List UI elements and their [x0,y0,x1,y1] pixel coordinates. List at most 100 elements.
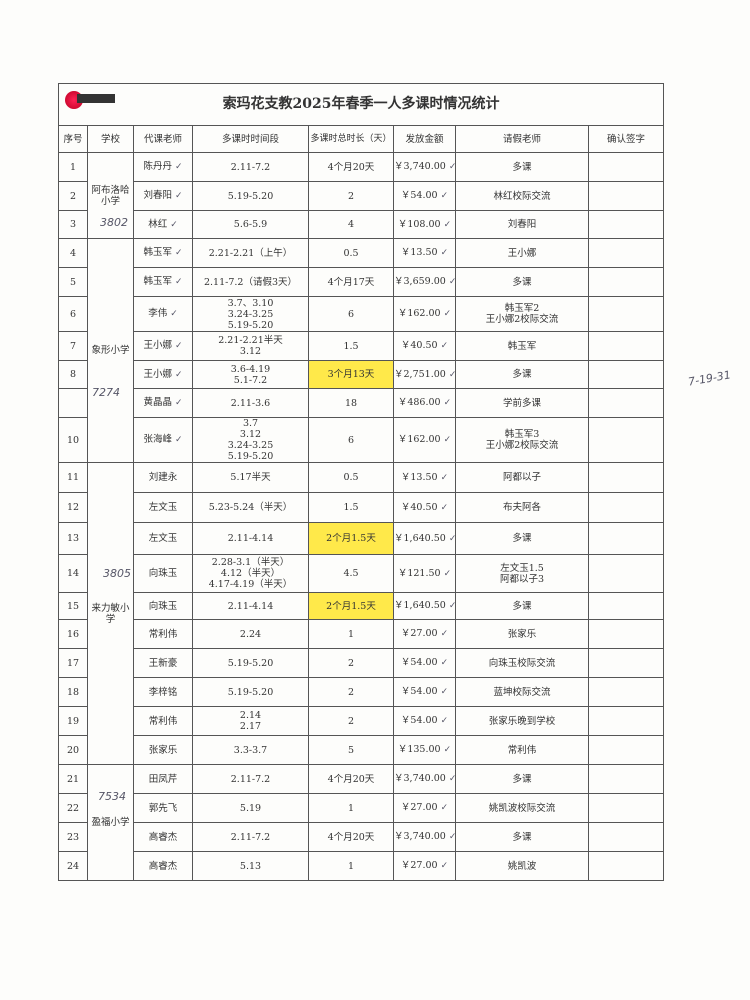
cell-signature[interactable] [587,417,665,463]
cell-duration-text: 2个月1.5天 [326,533,376,544]
cell-signature[interactable] [587,492,665,523]
cell-duration-text: 4.5 [343,568,359,579]
cell-no: 10 [58,417,88,463]
cell-signature[interactable] [587,388,665,418]
header-sign: 确认签字 [587,125,665,153]
cell-no-text: 16 [66,628,80,640]
cell-signature[interactable] [587,735,665,765]
check-mark-icon: ✓ [448,162,457,172]
cell-signature[interactable] [587,462,665,493]
cell-duration-text: 3个月13天 [327,369,375,380]
cell-teacher-text: 陈丹丹 [143,161,172,172]
cell-signature[interactable] [587,554,665,593]
cell-duration-text: 6 [347,434,355,446]
table-row: 20 张家乐 3.3-3.7 5 ￥135.00 ✓ 常利伟 [58,735,665,765]
table-row: 1 阿布洛哈小学 陈丹丹 ✓ 2.11-7.2 4个月20天 ￥3,740.00 ✓ 多课 [58,152,665,239]
check-mark-icon: ✓ [448,832,457,842]
cell-signature[interactable] [587,331,665,361]
cell-no: 23 [58,822,88,852]
cell-duration: 1.5 [308,492,394,523]
cell-duration-text: 4 [347,219,355,230]
cell-signature[interactable] [587,152,665,182]
cell-period-text: 2.11-3.6 [230,397,271,409]
cell-period: 2.24 [192,619,309,649]
cell-teacher: 张海峰 ✓ [133,417,193,463]
cell-signature[interactable] [587,522,665,555]
cell-teacher: 刘建永 [133,462,193,493]
cell-no: 14 [58,554,88,593]
cell-leave-text: 布夫阿各 [502,502,541,513]
cell-amount-text: ￥54.00 [400,686,438,697]
cell-amount: ￥1,640.50 ✓ [393,592,456,620]
cell-duration-text: 18 [344,397,358,409]
cell-teacher-text: 李伟 [148,308,168,319]
check-mark-icon: ✓ [448,774,457,784]
cell-no-text: 24 [66,860,80,872]
check-mark-icon: ✓ [170,309,178,319]
cell-teacher-text: 田凤芹 [148,773,178,785]
cell-signature[interactable] [587,592,665,620]
cell-no-text: 7 [69,340,77,352]
cell-leave: 多课 [455,522,589,555]
cell-signature[interactable] [587,360,665,389]
check-mark-icon: ✓ [443,435,452,445]
cell-no-text: 18 [66,686,80,698]
cell-no-text: 20 [66,744,80,756]
cell-leave-text: 张家乐 [507,628,537,640]
cell-duration-text: 4个月17天 [327,276,375,288]
handwritten-note: 3802 [100,216,128,229]
cell-signature[interactable] [587,296,665,332]
cell-signature[interactable] [587,648,665,678]
cell-period: 5.19-5.20 [192,181,309,211]
cell-period-text: 5.19-5.20 [227,657,274,669]
cell-period-text: 2.11-7.2 [230,161,271,173]
cell-leave-text: 学前多课 [502,397,541,409]
cell-signature[interactable] [587,619,665,649]
cell-signature[interactable] [587,267,665,297]
cell-signature[interactable] [587,706,665,736]
cell-period-text: 5.19 [239,802,262,814]
cell-period-text: 2.11-7.2（请假3天） [203,276,297,288]
cell-leave: 刘春阳 [455,210,589,239]
cell-teacher-text: 张家乐 [148,744,178,756]
cell-duration: 5 [308,735,394,765]
cell-leave-text: 多课 [512,533,532,544]
cell-signature[interactable] [587,181,665,211]
cell-signature[interactable] [587,822,665,852]
cell-period: 5.19-5.20 [192,677,309,707]
cell-no: 5 [58,267,88,297]
cell-no: 11 [58,462,88,493]
cell-no: 21 [58,764,88,794]
cell-leave-text: 林红校际交流 [493,190,551,202]
cell-amount-text: ￥27.00 [400,628,438,639]
cell-signature[interactable] [587,238,665,268]
cell-amount-text: ￥27.00 [400,802,438,813]
cell-period-text: 5.17半天 [230,472,271,483]
cell-no-text: 22 [66,802,80,814]
cell-duration: 4.5 [308,554,394,593]
cell-leave: 多课 [455,592,589,620]
cell-signature[interactable] [587,764,665,794]
cell-signature[interactable] [587,851,665,881]
cell-leave-text: 王小娜 [507,247,537,259]
cell-teacher: 陈丹丹 ✓ [133,152,193,182]
cell-duration: 3个月13天 [308,360,394,389]
cell-leave: 多课 [455,822,589,852]
cell-amount-text: ￥486.00 [397,397,441,408]
cell-leave: 姚凯波 [455,851,589,881]
cell-signature[interactable] [587,210,665,239]
cell-leave-text: 姚凯波校际交流 [488,802,556,814]
cell-leave: 韩玉军 [455,331,589,361]
cell-amount: ￥40.50 ✓ [393,331,456,361]
cell-signature[interactable] [587,677,665,707]
cell-duration: 0.5 [308,238,394,268]
check-mark-icon: ✓ [174,277,183,287]
table-row: 8 王小娜 ✓ 3.6-4.19 5.1-7.2 3个月13天 ￥2,751.00 ✓ 多课 [58,360,665,389]
header-teacher: 代课老师 [133,125,193,153]
cell-teacher-text: 韩玉军 [143,247,172,258]
cell-signature[interactable] [587,793,665,823]
cell-duration: 2 [308,706,394,736]
cell-school-text: 盈福小学 [91,817,130,828]
cell-teacher-text: 李梓铭 [148,686,178,698]
table-row: 黄晶晶 ✓ 2.11-3.6 18 ￥486.00 ✓ 学前多课 [58,388,665,418]
